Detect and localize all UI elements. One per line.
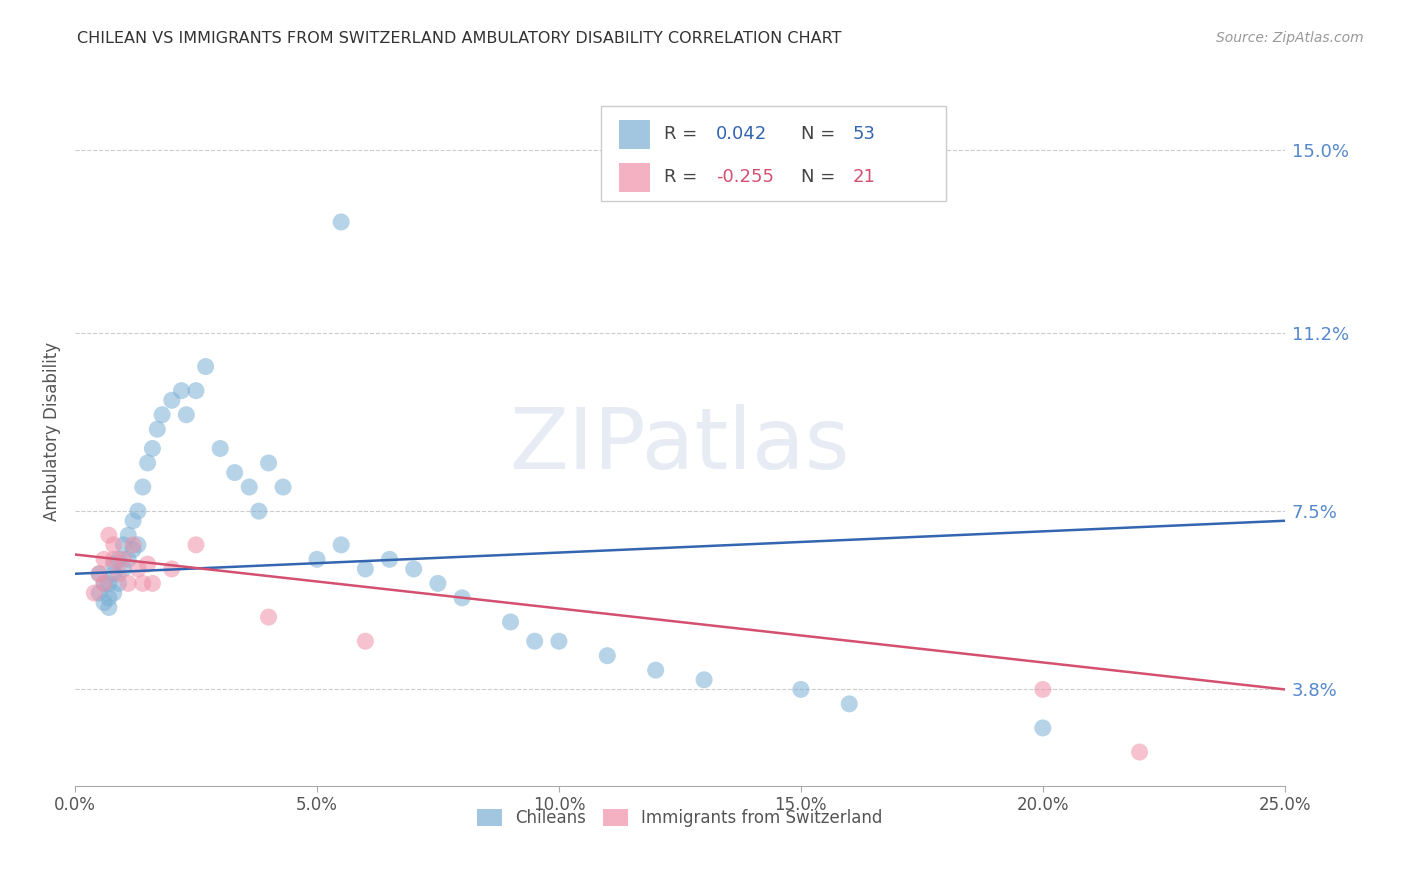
Point [89,566,111,581]
Point [132,480,155,494]
Point [93,576,115,591]
Point [127,504,149,518]
Point [160,393,183,408]
Text: -0.255: -0.255 [716,169,775,186]
Point [257,610,280,624]
Point [112,538,135,552]
Point [89,586,111,600]
Point [150,408,173,422]
Point [136,557,159,571]
Point [103,538,125,552]
Point [103,586,125,600]
Point [176,408,198,422]
Point [112,562,135,576]
Point [305,552,328,566]
Text: R =: R = [664,126,703,144]
Point [132,576,155,591]
Point [271,480,294,494]
Point [170,384,193,398]
Y-axis label: Ambulatory Disability: Ambulatory Disability [44,342,60,521]
Text: 21: 21 [853,169,876,186]
Bar [620,120,650,149]
Point [644,663,666,677]
Point [89,566,111,581]
Text: N =: N = [801,169,841,186]
Text: Source: ZipAtlas.com: Source: ZipAtlas.com [1216,31,1364,45]
Point [378,552,401,566]
Point [107,552,129,566]
Point [112,552,135,566]
Point [354,634,377,648]
Point [257,456,280,470]
Point [93,596,115,610]
Point [693,673,716,687]
Point [1129,745,1152,759]
Text: N =: N = [801,126,841,144]
Point [499,615,522,629]
Point [238,480,260,494]
Point [117,528,139,542]
Point [141,442,163,456]
Point [790,682,813,697]
Point [127,538,149,552]
Point [330,538,353,552]
Point [451,591,474,605]
Point [103,557,125,571]
Text: 53: 53 [853,126,876,144]
Point [93,552,115,566]
Point [224,466,246,480]
Point [122,542,145,557]
Point [93,576,115,591]
Legend: Chileans, Immigrants from Switzerland: Chileans, Immigrants from Switzerland [471,803,890,834]
Point [107,566,129,581]
Point [146,422,169,436]
Point [117,552,139,566]
Point [1032,682,1054,697]
Point [136,456,159,470]
Point [354,562,377,576]
Point [122,538,145,552]
Point [141,576,163,591]
Point [184,384,207,398]
Point [209,442,232,456]
Text: CHILEAN VS IMMIGRANTS FROM SWITZERLAND AMBULATORY DISABILITY CORRELATION CHART: CHILEAN VS IMMIGRANTS FROM SWITZERLAND A… [77,31,842,46]
Point [117,576,139,591]
Point [330,215,353,229]
Point [103,552,125,566]
Text: R =: R = [664,169,703,186]
Text: 0.042: 0.042 [716,126,768,144]
Point [160,562,183,576]
Point [97,600,120,615]
Point [838,697,860,711]
Point [122,514,145,528]
Point [97,576,120,591]
Bar [620,162,650,193]
Text: ZIPatlas: ZIPatlas [509,404,851,487]
Point [523,634,546,648]
Point [548,634,571,648]
Point [402,562,425,576]
Point [596,648,619,663]
Point [247,504,270,518]
Point [127,562,149,576]
Point [194,359,217,374]
Point [1032,721,1054,735]
Point [426,576,449,591]
Point [97,591,120,605]
Point [83,586,105,600]
FancyBboxPatch shape [602,106,946,202]
Point [103,566,125,581]
Point [184,538,207,552]
Point [97,528,120,542]
Point [107,576,129,591]
